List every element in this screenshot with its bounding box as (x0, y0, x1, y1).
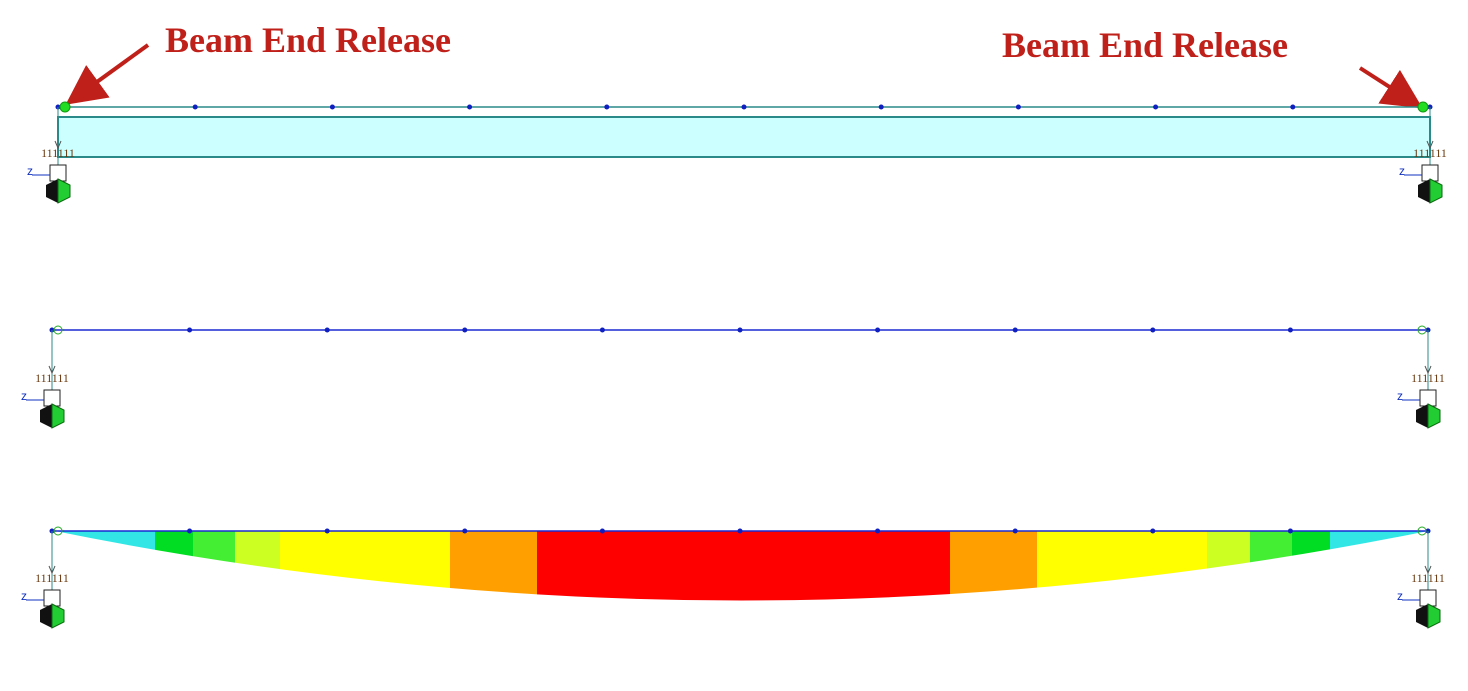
axis-label: z (21, 389, 27, 403)
support-arrow (1426, 140, 1434, 150)
node (875, 528, 881, 534)
support-arrow (48, 365, 56, 375)
node (737, 528, 743, 534)
support-cube-dark (40, 604, 52, 628)
node (604, 104, 610, 110)
node (324, 528, 330, 534)
node (329, 104, 335, 110)
node (187, 327, 193, 333)
node (1287, 528, 1293, 534)
node (1015, 104, 1021, 110)
support-cube-dark (1416, 604, 1428, 628)
support-cube-green (57, 178, 71, 204)
support-cube-dark (46, 179, 58, 203)
support-label: 111111 (41, 146, 75, 160)
support-label: 111111 (35, 371, 69, 385)
annotation: Beam End Release (1002, 25, 1288, 65)
support-arrow (1424, 565, 1432, 575)
axis-label: z (21, 589, 27, 603)
axis-label: z (1397, 589, 1403, 603)
node (1150, 528, 1156, 534)
arrow (65, 43, 150, 105)
node (875, 327, 881, 333)
node (324, 327, 330, 333)
node (1287, 327, 1293, 333)
node (1290, 104, 1296, 110)
support-cube-dark (1416, 404, 1428, 428)
release-marker (53, 526, 63, 536)
support-cube-green (1427, 603, 1441, 629)
beam-view-solid (57, 106, 1431, 158)
support-label: 111111 (35, 571, 69, 585)
node (599, 327, 605, 333)
node (467, 104, 473, 110)
support-arrow (54, 140, 62, 150)
support-cube-dark (1418, 179, 1430, 203)
support-cube-green (51, 403, 65, 429)
moment-contour (55, 531, 1428, 601)
node (741, 104, 747, 110)
support-cube-green (1427, 403, 1441, 429)
support-arrow (1424, 365, 1432, 375)
node (1012, 327, 1018, 333)
support-cube-dark (40, 404, 52, 428)
arrow (1358, 66, 1423, 109)
support-cube-green (1429, 178, 1443, 204)
support-arrow (48, 565, 56, 575)
node (878, 104, 884, 110)
axis-label: z (1399, 164, 1405, 178)
node (1150, 327, 1156, 333)
annotation: Beam End Release (165, 20, 451, 60)
node (1153, 104, 1159, 110)
axis-label: z (27, 164, 33, 178)
node (737, 327, 743, 333)
support-cube-green (51, 603, 65, 629)
support-label: 111111 (1411, 571, 1445, 585)
release-marker (53, 325, 63, 335)
node (192, 104, 198, 110)
release-marker (1417, 325, 1427, 335)
release-marker (1417, 526, 1427, 536)
node (462, 327, 468, 333)
support-label: 111111 (1411, 371, 1445, 385)
axis-label: z (1397, 389, 1403, 403)
support-label: 111111 (1413, 146, 1447, 160)
node (599, 528, 605, 534)
node (462, 528, 468, 534)
release-marker (1417, 101, 1429, 113)
node (187, 528, 193, 534)
node (1012, 528, 1018, 534)
release-marker (59, 101, 71, 113)
layer: 111111 z 111111 z 111111 z 111111 z 111111 z 11111… (21, 101, 1447, 629)
